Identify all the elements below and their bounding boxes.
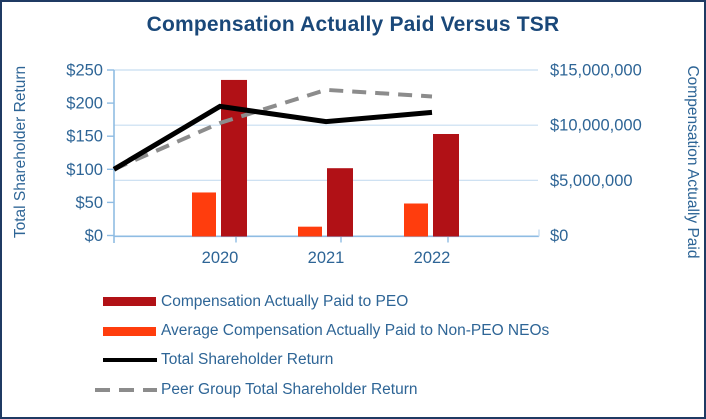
right-tick-label: $10,000,000	[550, 117, 642, 135]
legend-label: Compensation Actually Paid to PEO	[161, 292, 409, 310]
right-tick-label: $5,000,000	[550, 172, 633, 190]
x-category-label: 2022	[414, 249, 451, 267]
legend-item: Average Compensation Actually Paid to No…	[103, 316, 549, 345]
tsr-line	[112, 103, 433, 172]
legend-label: Average Compensation Actually Paid to No…	[161, 322, 550, 340]
legend-label: Peer Group Total Shareholder Return	[161, 380, 418, 398]
peer-tsr-line	[113, 87, 433, 172]
peo-bar-2022	[433, 133, 459, 237]
legend-bar-swatch-icon	[103, 326, 157, 336]
swatch-shape	[103, 297, 156, 307]
left-tick-label: $250	[66, 62, 103, 80]
legend-line-swatch-icon	[95, 387, 157, 392]
legend-label: Total Shareholder Return	[161, 351, 334, 369]
axes	[107, 69, 540, 243]
non-peo-bar-2022	[404, 203, 428, 237]
non-peo-bar-2020	[192, 192, 216, 237]
left-tick-label: $100	[66, 161, 103, 179]
bars-peo	[221, 79, 459, 237]
legend-item: Peer Group Total Shareholder Return	[95, 375, 549, 404]
left-tick-label: $0	[85, 227, 103, 245]
swatch-shape	[103, 358, 157, 363]
left-tick-label: $150	[66, 128, 103, 146]
right-tick-label: $15,000,000	[550, 62, 642, 80]
legend-line-swatch-icon	[103, 358, 157, 363]
gridlines	[114, 69, 538, 181]
x-category-label: 2020	[202, 249, 239, 267]
peo-bar-2020	[221, 79, 247, 237]
legend-bar-swatch-icon	[103, 297, 157, 307]
bars-non-peo	[192, 192, 428, 237]
left-tick-label: $200	[66, 95, 103, 113]
right-tick-label: $0	[550, 227, 568, 245]
x-category-label: 2021	[308, 249, 345, 267]
legend: Compensation Actually Paid to PEO Average…	[95, 287, 549, 405]
swatch-shape	[95, 387, 157, 392]
left-tick-label: $50	[75, 194, 103, 212]
peo-bar-2021	[327, 168, 353, 237]
legend-item: Compensation Actually Paid to PEO	[103, 287, 549, 316]
swatch-shape	[103, 326, 156, 336]
non-peo-bar-2021	[298, 226, 322, 237]
legend-item: Total Shareholder Return	[103, 346, 549, 375]
chart-title: Compensation Actually Paid Versus TSR	[146, 13, 560, 36]
